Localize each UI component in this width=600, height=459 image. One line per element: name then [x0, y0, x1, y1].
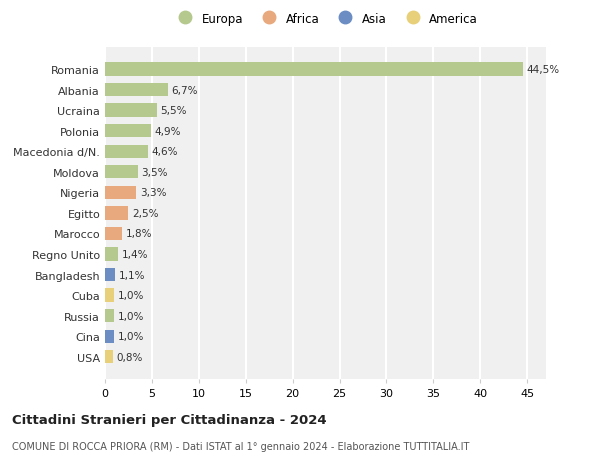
Bar: [105, 309, 115, 323]
Text: Cittadini Stranieri per Cittadinanza - 2024: Cittadini Stranieri per Cittadinanza - 2…: [12, 413, 326, 426]
Text: 3,3%: 3,3%: [140, 188, 166, 198]
Bar: [105, 207, 128, 220]
Text: 6,7%: 6,7%: [172, 85, 198, 95]
Text: 1,0%: 1,0%: [118, 331, 145, 341]
Text: 0,8%: 0,8%: [116, 352, 143, 362]
Bar: [105, 125, 151, 138]
Text: 44,5%: 44,5%: [526, 65, 559, 75]
Text: 5,5%: 5,5%: [160, 106, 187, 116]
Text: 4,9%: 4,9%: [155, 126, 181, 136]
Bar: [105, 186, 136, 200]
Bar: [105, 63, 523, 77]
Text: 1,1%: 1,1%: [119, 270, 146, 280]
Bar: [105, 145, 148, 158]
Bar: [105, 350, 113, 364]
Text: 1,4%: 1,4%: [122, 249, 148, 259]
Legend: Europa, Africa, Asia, America: Europa, Africa, Asia, America: [169, 8, 482, 30]
Text: 1,0%: 1,0%: [118, 311, 145, 321]
Bar: [105, 166, 138, 179]
Bar: [105, 227, 122, 241]
Bar: [105, 269, 115, 282]
Text: 3,5%: 3,5%: [142, 168, 168, 178]
Text: COMUNE DI ROCCA PRIORA (RM) - Dati ISTAT al 1° gennaio 2024 - Elaborazione TUTTI: COMUNE DI ROCCA PRIORA (RM) - Dati ISTAT…: [12, 441, 469, 451]
Text: 1,0%: 1,0%: [118, 291, 145, 301]
Bar: [105, 330, 115, 343]
Text: 2,5%: 2,5%: [132, 208, 159, 218]
Bar: [105, 248, 118, 261]
Bar: [105, 104, 157, 118]
Bar: [105, 84, 168, 97]
Text: 4,6%: 4,6%: [152, 147, 178, 157]
Bar: [105, 289, 115, 302]
Text: 1,8%: 1,8%: [125, 229, 152, 239]
